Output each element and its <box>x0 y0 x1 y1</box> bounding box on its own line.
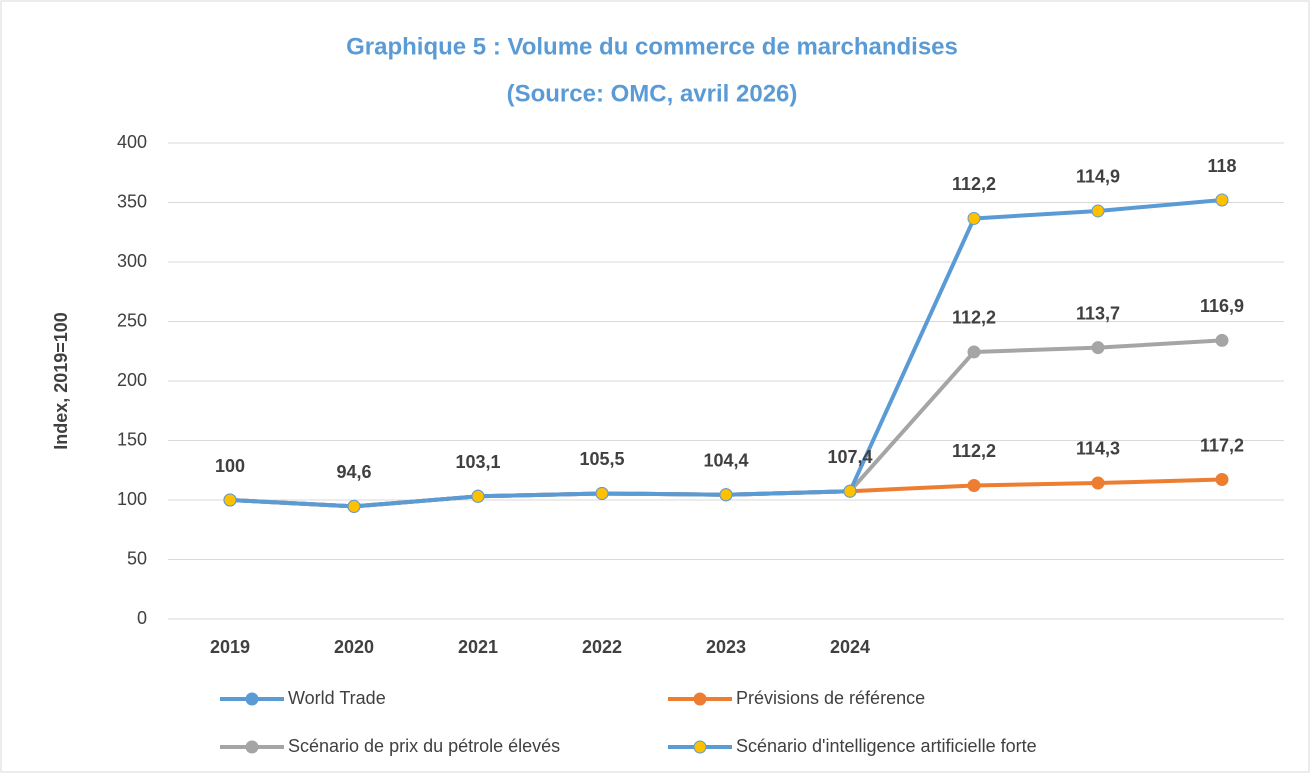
data-point <box>347 499 361 513</box>
data-point <box>1215 193 1229 207</box>
x-tick-label: 2022 <box>582 637 622 657</box>
data-point <box>223 493 237 507</box>
data-point <box>967 211 981 225</box>
data-label: 104,4 <box>703 451 748 471</box>
legend-marker <box>245 692 259 706</box>
data-label: 114,3 <box>1076 439 1120 459</box>
legend-label: World Trade <box>288 688 386 708</box>
y-tick-label: 100 <box>117 489 147 509</box>
data-label: 94,6 <box>336 462 371 482</box>
x-tick-label: 2019 <box>210 637 250 657</box>
data-point <box>1091 204 1105 218</box>
x-tick-label: 2024 <box>830 637 870 657</box>
x-tick-label: 2020 <box>334 637 374 657</box>
data-label: 100 <box>215 456 245 476</box>
y-tick-label: 200 <box>117 370 147 390</box>
legend-marker <box>693 740 707 754</box>
data-point <box>967 345 981 359</box>
y-tick-label: 250 <box>117 310 147 330</box>
data-label: 116,9 <box>1200 296 1244 316</box>
data-label: 105,5 <box>579 449 624 469</box>
legend-marker <box>245 740 259 754</box>
x-tick-label: 2023 <box>706 637 746 657</box>
data-label: 113,7 <box>1076 303 1120 323</box>
data-label: 112,2 <box>952 174 996 194</box>
y-tick-label: 400 <box>117 132 147 152</box>
data-point <box>1091 341 1105 355</box>
chart-title: (Source: OMC, avril 2026) <box>507 80 798 107</box>
data-point <box>1215 333 1229 347</box>
legend-label: Prévisions de référence <box>736 688 925 708</box>
data-point <box>843 484 857 498</box>
data-label: 112,2 <box>952 441 996 461</box>
data-label: 112,2 <box>952 308 996 328</box>
data-point <box>595 486 609 500</box>
x-tick-label: 2021 <box>458 637 498 657</box>
data-point <box>1091 476 1105 490</box>
y-tick-label: 50 <box>127 548 147 568</box>
data-label: 103,1 <box>455 452 500 472</box>
data-label: 118 <box>1207 156 1236 176</box>
chart-title: Graphique 5 : Volume du commerce de marc… <box>346 33 958 60</box>
data-point <box>719 488 733 502</box>
data-point <box>1215 473 1229 487</box>
y-tick-label: 150 <box>117 429 147 449</box>
data-label: 107,4 <box>827 447 872 467</box>
legend-marker <box>693 692 707 706</box>
data-point <box>471 489 485 503</box>
y-tick-label: 350 <box>117 191 147 211</box>
y-axis-label: Index, 2019=100 <box>51 312 71 450</box>
data-label: 117,2 <box>1200 435 1244 455</box>
y-tick-label: 0 <box>137 608 147 628</box>
legend-label: Scénario de prix du pétrole élevés <box>288 736 560 756</box>
data-point <box>967 478 981 492</box>
legend-label: Scénario d'intelligence artificielle for… <box>736 736 1037 756</box>
y-tick-label: 300 <box>117 251 147 271</box>
data-label: 114,9 <box>1076 167 1120 187</box>
